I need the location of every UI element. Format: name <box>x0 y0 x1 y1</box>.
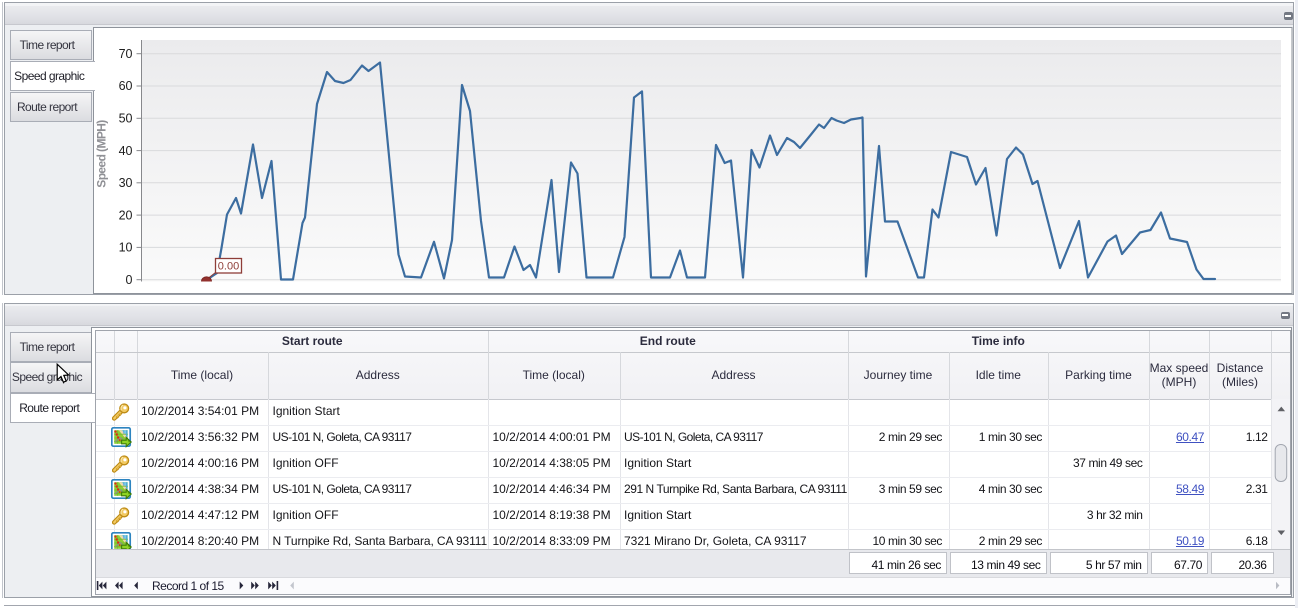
svg-text:20: 20 <box>119 208 133 222</box>
svg-text:60: 60 <box>119 79 133 93</box>
svg-text:50: 50 <box>119 112 133 126</box>
svg-text:40: 40 <box>119 144 133 158</box>
svg-text:Speed (MPH): Speed (MPH) <box>95 120 109 188</box>
svg-text:70: 70 <box>119 47 133 61</box>
svg-text:0: 0 <box>126 273 133 287</box>
svg-text:10: 10 <box>119 241 133 255</box>
svg-text:30: 30 <box>119 176 133 190</box>
svg-text:0.00: 0.00 <box>218 261 239 273</box>
